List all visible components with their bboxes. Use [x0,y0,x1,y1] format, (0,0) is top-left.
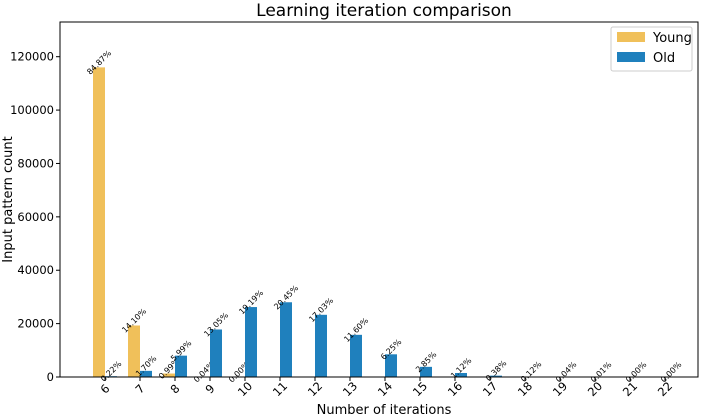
x-tick-label: 7 [132,381,147,396]
x-tick-label: 13 [340,379,360,399]
bar-old [315,314,327,377]
x-tick-label: 11 [270,379,290,399]
y-tick-label: 120000 [10,50,54,64]
bar-old [385,354,397,377]
y-tick-label: 60000 [17,210,54,224]
x-tick-label: 8 [167,381,182,396]
y-tick-label: 40000 [17,263,54,277]
x-tick-label: 20 [585,379,605,399]
y-tick-label: 100000 [10,103,54,117]
plot-frame [59,21,699,378]
x-tick-label: 14 [375,379,395,399]
x-tick-label: 15 [410,379,430,399]
x-tick-label: 10 [235,379,255,399]
bar-old [455,372,467,377]
chart-title: Learning iteration comparison [256,1,512,21]
x-tick-label: 17 [480,379,500,399]
bar-old [350,334,362,377]
legend-swatch-old [617,52,645,62]
x-tick-label: 9 [202,381,217,396]
y-tick-label: 0 [47,370,54,384]
x-tick-label: 21 [620,379,640,399]
bar-old [140,370,152,377]
legend-label-old: Old [653,51,675,66]
bar-young [163,373,175,377]
bar-old [280,302,292,377]
x-tick-label: 12 [305,379,325,399]
x-tick-label: 18 [515,379,535,399]
bar-old [245,307,257,377]
bar-young [128,325,140,377]
bar-old [210,329,222,377]
bar-old [175,355,187,377]
y-tick-label: 80000 [17,156,54,170]
legend: Young Old [610,26,693,72]
x-tick-label: 22 [655,379,675,399]
x-tick-label: 16 [445,379,465,399]
x-axis-label: Number of iterations [317,403,452,417]
y-tick-label: 20000 [17,317,54,331]
y-axis-label: Input pattern count [1,136,16,262]
legend-swatch-young [617,32,645,42]
bar-old [490,375,502,377]
data-label: 0.38% [484,358,509,383]
bar-old [420,366,432,377]
bar-young [93,67,105,377]
x-tick-label: 19 [550,379,570,399]
legend-label-young: Young [652,31,692,46]
